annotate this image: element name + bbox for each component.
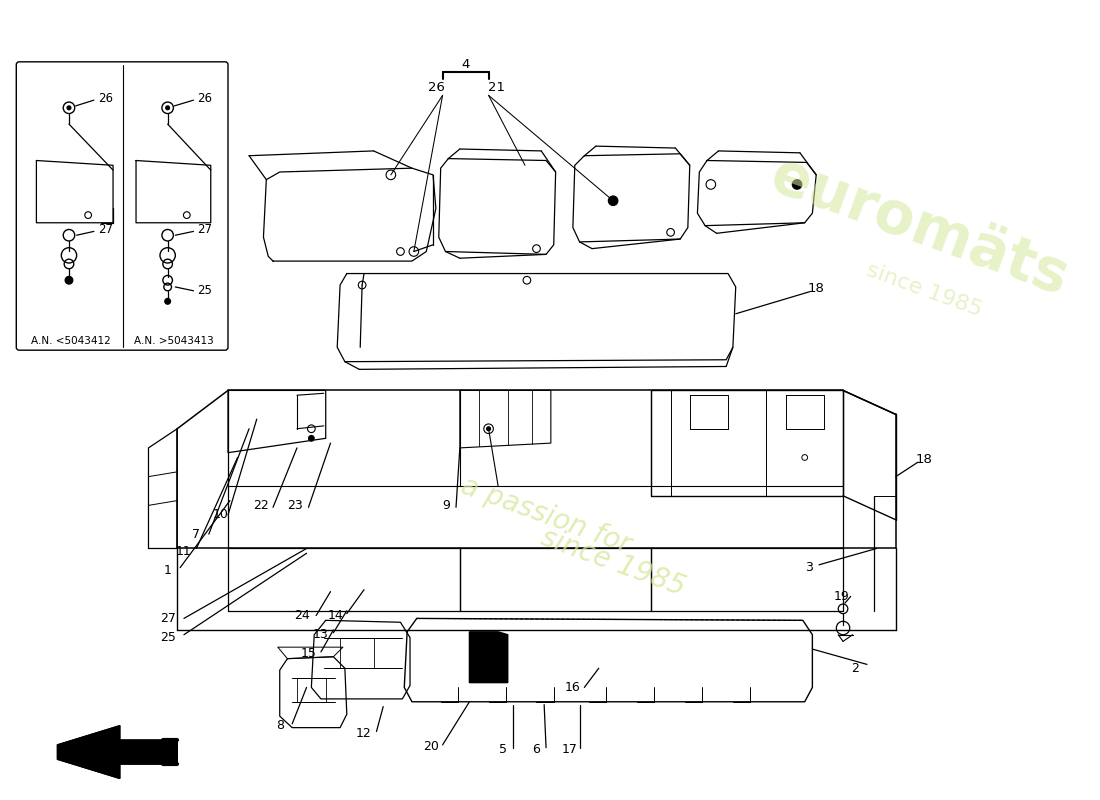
Text: 4: 4: [461, 58, 470, 71]
Circle shape: [166, 106, 169, 110]
Polygon shape: [470, 632, 508, 682]
Text: 17: 17: [562, 743, 578, 756]
Text: since 1985: since 1985: [864, 260, 984, 320]
Text: 20: 20: [424, 740, 439, 754]
Text: 8: 8: [276, 719, 284, 732]
Text: 14: 14: [328, 609, 343, 622]
Text: 5: 5: [499, 743, 507, 756]
Text: 23: 23: [287, 499, 303, 512]
Text: 25: 25: [160, 631, 176, 644]
Text: 19: 19: [833, 590, 849, 603]
Text: 27: 27: [198, 223, 212, 236]
Text: 2: 2: [851, 662, 859, 674]
FancyBboxPatch shape: [16, 62, 228, 350]
Circle shape: [792, 180, 802, 190]
Text: 21: 21: [487, 81, 505, 94]
Text: 15: 15: [300, 647, 317, 660]
Text: 18: 18: [807, 282, 825, 295]
Text: 3: 3: [805, 561, 813, 574]
Text: 10: 10: [212, 509, 229, 522]
Text: 22: 22: [253, 499, 268, 512]
Text: 6: 6: [532, 743, 540, 756]
Text: 1: 1: [164, 564, 172, 577]
Text: 27: 27: [160, 612, 176, 625]
Text: 12: 12: [356, 727, 372, 740]
Circle shape: [67, 106, 70, 110]
Text: A.N. <5043412: A.N. <5043412: [31, 336, 111, 346]
Text: 26: 26: [428, 81, 446, 94]
Text: 25: 25: [198, 284, 212, 298]
Text: euromäts: euromäts: [763, 147, 1077, 308]
Polygon shape: [57, 726, 177, 778]
Circle shape: [65, 277, 73, 284]
Text: 26: 26: [98, 92, 113, 105]
Text: a passion for: a passion for: [458, 471, 635, 558]
Text: 7: 7: [192, 528, 200, 541]
Text: 27: 27: [98, 223, 113, 236]
Circle shape: [486, 427, 491, 430]
Circle shape: [165, 298, 170, 304]
Text: 16: 16: [565, 681, 581, 694]
Text: 18: 18: [916, 453, 933, 466]
Text: 9: 9: [442, 499, 450, 512]
Text: since 1985: since 1985: [537, 524, 689, 602]
Text: 24: 24: [294, 609, 309, 622]
Circle shape: [308, 435, 315, 441]
Text: 26: 26: [198, 92, 212, 105]
Text: 11: 11: [176, 545, 191, 558]
Text: A.N. >5043413: A.N. >5043413: [134, 336, 214, 346]
Text: 13: 13: [314, 628, 329, 642]
Circle shape: [608, 196, 618, 206]
